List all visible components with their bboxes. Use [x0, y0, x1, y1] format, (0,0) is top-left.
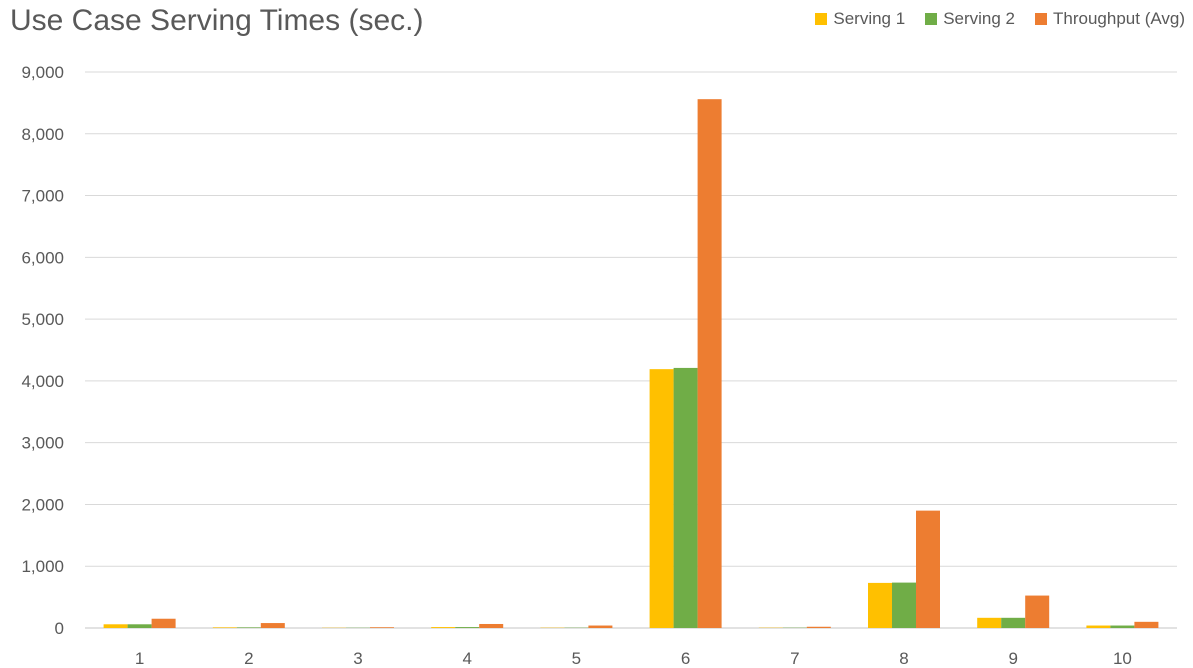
legend-swatch-serving-2 [925, 13, 938, 25]
x-tick-label: 2 [244, 649, 253, 668]
bar-serving-1-8 [868, 582, 892, 628]
bar-throughput-avg-10 [1134, 621, 1159, 628]
legend-swatch-throughput [1035, 13, 1048, 25]
legend-item-serving-1: Serving 1 [815, 9, 905, 29]
x-tick-label: 7 [790, 649, 799, 668]
x-tick-label: 6 [681, 649, 690, 668]
bar-throughput-avg-1 [151, 618, 176, 628]
bar-throughput-avg-3 [370, 627, 394, 628]
y-tick-label: 7,000 [21, 187, 64, 206]
bar-serving-2-8 [892, 582, 916, 628]
x-tick-label: 10 [1113, 649, 1132, 668]
x-tick-label: 9 [1008, 649, 1017, 668]
bar-serving-1-1 [103, 624, 128, 628]
bar-serving-2-1 [127, 624, 152, 628]
bar-throughput-avg-8 [916, 510, 940, 628]
x-tick-label: 5 [572, 649, 581, 668]
y-tick-label: 1,000 [21, 557, 64, 576]
x-tick-label: 3 [353, 649, 362, 668]
y-tick-label: 0 [55, 619, 64, 638]
bar-serving-1-9 [977, 617, 1002, 628]
legend-swatch-serving-1 [815, 13, 828, 25]
y-tick-label: 2,000 [21, 495, 64, 514]
bar-serving-2-10 [1110, 625, 1135, 628]
chart-title: Use Case Serving Times (sec.) [10, 4, 424, 37]
bar-throughput-avg-4 [479, 623, 504, 628]
bar-serving-2-4 [455, 627, 480, 628]
x-tick-label: 1 [135, 649, 144, 668]
bar-throughput-avg-9 [1025, 595, 1050, 628]
bar-serving-1-2 [212, 627, 237, 628]
bar-throughput-avg-2 [260, 623, 285, 628]
x-tick-label: 4 [462, 649, 471, 668]
y-tick-label: 3,000 [21, 434, 64, 453]
chart-legend: Serving 1 Serving 2 Throughput (Avg) [815, 9, 1185, 29]
bar-serving-2-6 [673, 367, 698, 628]
bar-throughput-avg-7 [806, 626, 831, 628]
y-tick-label: 5,000 [21, 310, 64, 329]
bar-serving-1-10 [1086, 625, 1111, 628]
legend-label-serving-1: Serving 1 [833, 9, 906, 28]
legend-label-throughput: Throughput (Avg) [1053, 9, 1185, 28]
y-tick-label: 9,000 [21, 63, 64, 82]
y-tick-label: 8,000 [21, 125, 64, 144]
bar-serving-2-9 [1001, 617, 1026, 628]
bar-throughput-avg-6 [697, 99, 722, 628]
legend-label-serving-2: Serving 2 [943, 9, 1016, 28]
y-tick-label: 4,000 [21, 372, 64, 391]
legend-item-throughput: Throughput (Avg) [1035, 9, 1185, 29]
bar-serving-2-2 [236, 627, 261, 628]
y-tick-label: 6,000 [21, 248, 64, 267]
bar-throughput-avg-5 [588, 625, 613, 628]
legend-item-serving-2: Serving 2 [925, 9, 1015, 29]
x-tick-label: 8 [899, 649, 908, 668]
bar-serving-1-4 [431, 627, 456, 628]
bar-serving-1-6 [649, 369, 674, 628]
